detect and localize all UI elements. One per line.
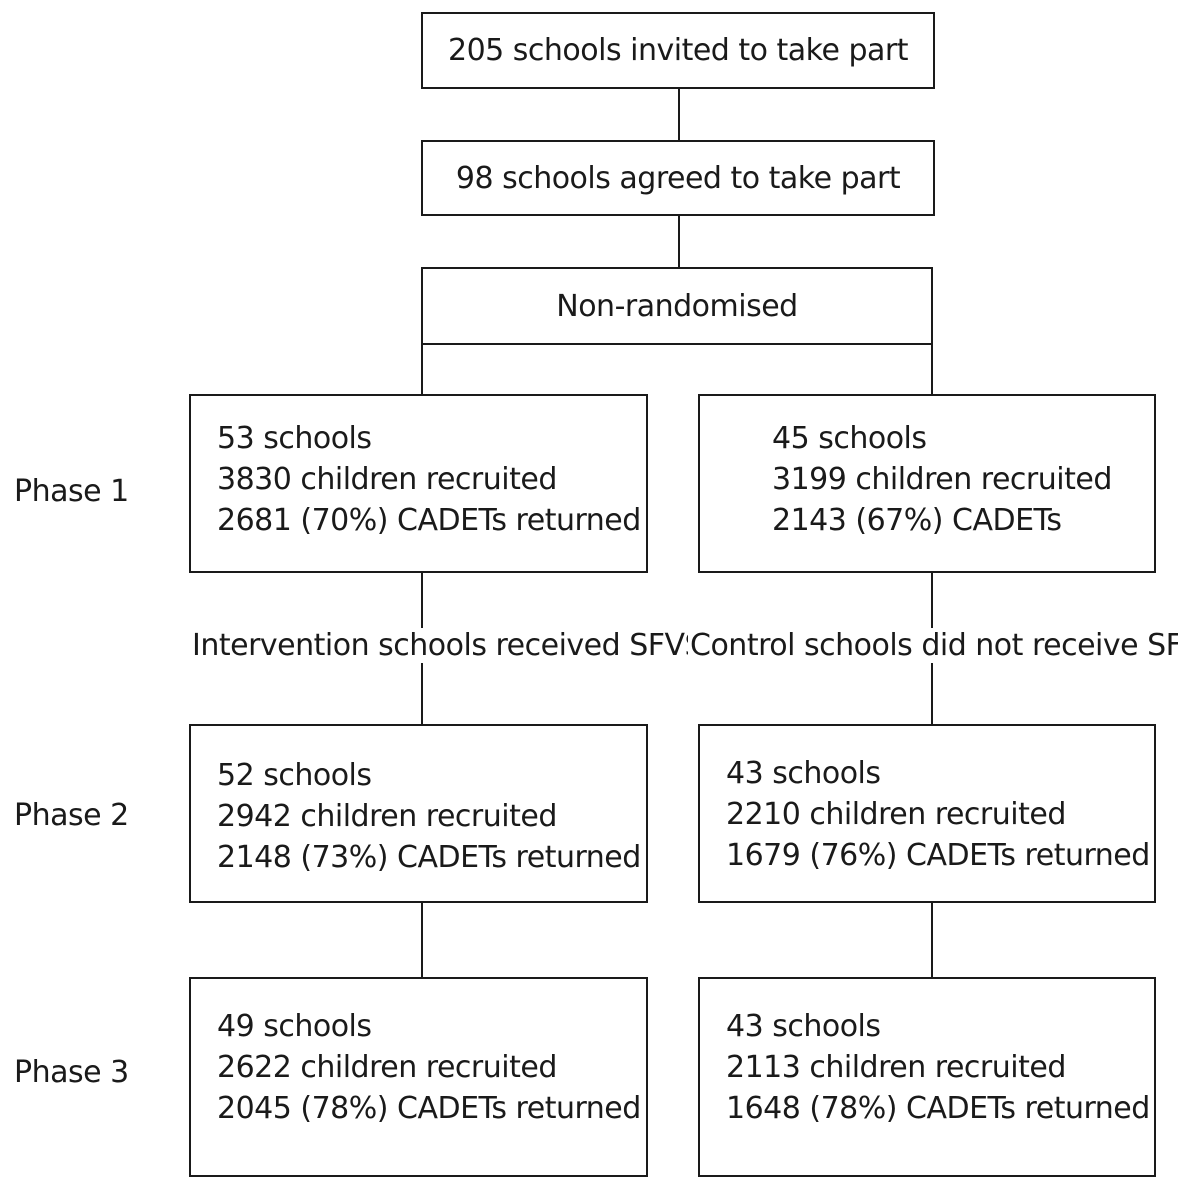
connector-allocation-right — [931, 344, 933, 395]
phase-1-intervention-children: 3830 children recruited — [217, 462, 557, 497]
phase-2-control-box: 43 schools 2210 children recruited 1679 … — [698, 724, 1156, 903]
phase-3-control-box: 43 schools 2113 children recruited 1648 … — [698, 977, 1156, 1177]
phase-2-control-cadets: 1679 (76%) CADETs returned — [726, 838, 1150, 873]
schools-agreed-text: 98 schools agreed to take part — [455, 160, 901, 196]
box-allocation: Non-randomised — [421, 267, 933, 345]
phase-2-intervention-box: 52 schools 2942 children recruited 2148 … — [189, 724, 648, 903]
box-schools-agreed: 98 schools agreed to take part — [421, 140, 935, 216]
box-schools-invited: 205 schools invited to take part — [421, 12, 935, 89]
phase-3-intervention-box: 49 schools 2622 children recruited 2045 … — [189, 977, 648, 1177]
allocation-text: Non-randomised — [556, 288, 798, 324]
phase-2-intervention-children: 2942 children recruited — [217, 799, 557, 834]
control-arm-label: Control schools did not receive SFVS — [688, 628, 1178, 663]
phase-1-intervention-cadets: 2681 (70%) CADETs returned — [217, 503, 641, 538]
connector-phase2-phase3-intervention — [421, 902, 423, 978]
phase-1-control-box: 45 schools 3199 children recruited 2143 … — [698, 394, 1156, 573]
phase-3-control-schools: 43 schools — [726, 1009, 881, 1044]
phase-2-intervention-schools: 52 schools — [217, 758, 372, 793]
intervention-arm-label: Intervention schools received SFVS — [190, 628, 706, 663]
phase-2-control-children: 2210 children recruited — [726, 797, 1066, 832]
phase-3-intervention-children: 2622 children recruited — [217, 1050, 557, 1085]
phase-3-intervention-cadets: 2045 (78%) CADETs returned — [217, 1091, 641, 1126]
phase-3-label: Phase 3 — [14, 1055, 129, 1090]
phase-1-label: Phase 1 — [14, 474, 129, 509]
phase-1-intervention-box: 53 schools 3830 children recruited 2681 … — [189, 394, 648, 573]
phase-3-intervention-schools: 49 schools — [217, 1009, 372, 1044]
phase-1-control-children: 3199 children recruited — [772, 462, 1112, 497]
phase-1-intervention-schools: 53 schools — [217, 421, 372, 456]
phase-3-control-children: 2113 children recruited — [726, 1050, 1066, 1085]
phase-3-control-cadets: 1648 (78%) CADETs returned — [726, 1091, 1150, 1126]
connector-phase2-phase3-control — [931, 902, 933, 978]
phase-1-control-schools: 45 schools — [772, 421, 927, 456]
phase-2-control-schools: 43 schools — [726, 756, 881, 791]
phase-2-intervention-cadets: 2148 (73%) CADETs returned — [217, 840, 641, 875]
connector-allocation-left — [421, 344, 423, 395]
phase-1-control-cadets: 2143 (67%) CADETs — [772, 503, 1062, 538]
phase-2-label: Phase 2 — [14, 798, 129, 833]
schools-invited-text: 205 schools invited to take part — [447, 33, 909, 68]
connector-invited-agreed — [678, 88, 680, 141]
connector-agreed-allocation — [678, 215, 680, 268]
